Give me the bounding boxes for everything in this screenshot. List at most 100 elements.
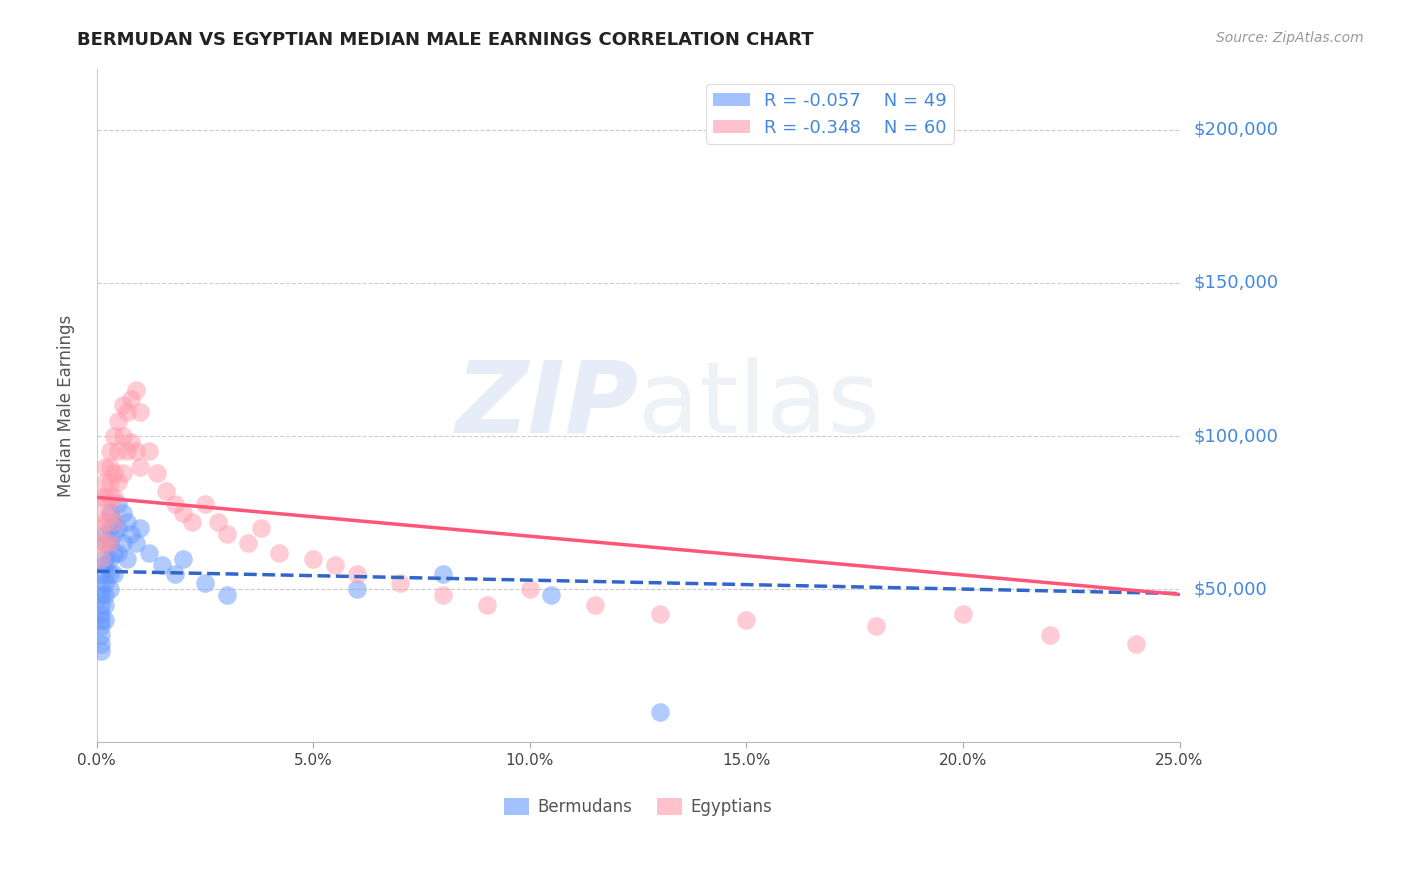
- Point: [519, 582, 541, 597]
- Point: [432, 566, 454, 581]
- Point: [138, 444, 160, 458]
- Point: [103, 515, 125, 529]
- Point: [98, 506, 121, 520]
- Point: [90, 521, 112, 535]
- Point: [163, 566, 186, 581]
- Point: [90, 598, 112, 612]
- Point: [103, 527, 125, 541]
- Y-axis label: Median Male Earnings: Median Male Earnings: [58, 314, 75, 497]
- Point: [215, 527, 238, 541]
- Text: $150,000: $150,000: [1194, 274, 1278, 292]
- Point: [94, 576, 117, 591]
- Point: [194, 576, 217, 591]
- Point: [215, 588, 238, 602]
- Point: [94, 551, 117, 566]
- Point: [1038, 628, 1060, 642]
- Point: [98, 536, 121, 550]
- Point: [111, 466, 134, 480]
- Point: [138, 545, 160, 559]
- Point: [865, 619, 887, 633]
- Point: [115, 404, 138, 418]
- Point: [94, 475, 117, 489]
- Point: [207, 515, 229, 529]
- Point: [94, 536, 117, 550]
- Point: [648, 607, 671, 621]
- Point: [346, 582, 368, 597]
- Point: [181, 515, 204, 529]
- Point: [103, 545, 125, 559]
- Point: [129, 404, 152, 418]
- Point: [98, 444, 121, 458]
- Point: [98, 582, 121, 597]
- Point: [194, 496, 217, 510]
- Point: [98, 521, 121, 535]
- Point: [115, 515, 138, 529]
- Point: [302, 551, 325, 566]
- Point: [98, 491, 121, 505]
- Point: [735, 613, 758, 627]
- Point: [120, 527, 142, 541]
- Point: [111, 536, 134, 550]
- Text: $200,000: $200,000: [1194, 120, 1278, 139]
- Point: [94, 491, 117, 505]
- Point: [129, 521, 152, 535]
- Point: [107, 496, 129, 510]
- Point: [125, 444, 148, 458]
- Legend: Bermudans, Egyptians: Bermudans, Egyptians: [498, 791, 779, 822]
- Point: [146, 466, 169, 480]
- Point: [90, 619, 112, 633]
- Point: [90, 536, 112, 550]
- Point: [94, 598, 117, 612]
- Point: [1125, 637, 1147, 651]
- Point: [98, 551, 121, 566]
- Point: [103, 566, 125, 581]
- Point: [129, 459, 152, 474]
- Point: [90, 643, 112, 657]
- Point: [125, 536, 148, 550]
- Point: [90, 566, 112, 581]
- Point: [267, 545, 290, 559]
- Point: [648, 705, 671, 719]
- Point: [107, 545, 129, 559]
- Point: [250, 521, 273, 535]
- Point: [432, 588, 454, 602]
- Point: [90, 582, 112, 597]
- Point: [94, 566, 117, 581]
- Point: [90, 491, 112, 505]
- Point: [111, 506, 134, 520]
- Point: [94, 536, 117, 550]
- Point: [98, 459, 121, 474]
- Point: [107, 521, 129, 535]
- Point: [94, 515, 117, 529]
- Point: [98, 566, 121, 581]
- Point: [150, 558, 173, 572]
- Point: [346, 566, 368, 581]
- Point: [94, 459, 117, 474]
- Point: [388, 576, 411, 591]
- Point: [103, 429, 125, 443]
- Point: [94, 588, 117, 602]
- Point: [540, 588, 562, 602]
- Point: [155, 484, 177, 499]
- Point: [172, 506, 194, 520]
- Point: [98, 506, 121, 520]
- Point: [90, 628, 112, 642]
- Point: [90, 506, 112, 520]
- Point: [103, 466, 125, 480]
- Point: [238, 536, 260, 550]
- Point: [94, 558, 117, 572]
- Point: [107, 475, 129, 489]
- Point: [120, 392, 142, 407]
- Point: [90, 588, 112, 602]
- Point: [107, 444, 129, 458]
- Point: [125, 383, 148, 397]
- Text: atlas: atlas: [638, 357, 880, 454]
- Point: [90, 613, 112, 627]
- Point: [475, 598, 498, 612]
- Point: [103, 515, 125, 529]
- Point: [94, 613, 117, 627]
- Point: [94, 527, 117, 541]
- Point: [98, 536, 121, 550]
- Text: $100,000: $100,000: [1194, 427, 1278, 445]
- Point: [323, 558, 346, 572]
